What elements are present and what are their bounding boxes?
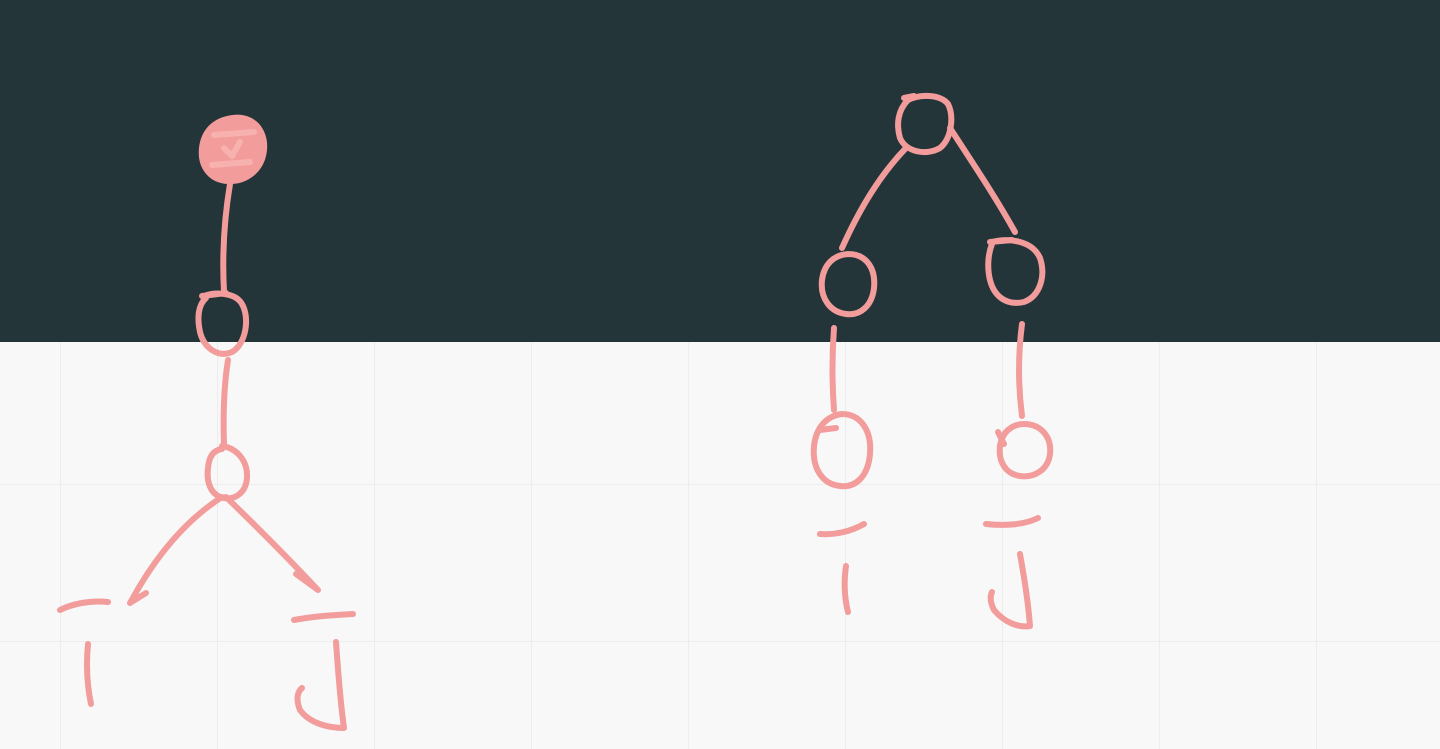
left-leaf-i-glyph: [57, 598, 111, 707]
right-edge-right-down: [1016, 321, 1025, 419]
right-right-child-node: [985, 237, 1046, 306]
left-edge-4: [223, 494, 321, 593]
left-root-scribble: [209, 129, 257, 168]
left-edge-1: [220, 181, 233, 295]
left-edge-2: [220, 357, 231, 448]
left-tree-sketch[interactable]: [57, 114, 356, 731]
right-leaf-i-glyph: [817, 521, 867, 615]
right-right-grandchild-node: [995, 421, 1054, 480]
left-edge-3: [127, 494, 225, 606]
left-node-2: [195, 290, 250, 357]
right-left-child-node: [818, 251, 878, 318]
right-left-grandchild-node: [810, 411, 874, 490]
right-edge-left: [839, 145, 909, 251]
right-edge-right: [947, 125, 1018, 235]
left-leaf-j-glyph: [291, 611, 356, 731]
right-root-node: [895, 92, 955, 156]
right-leaf-j-glyph: [983, 515, 1041, 630]
right-tree-sketch[interactable]: [810, 92, 1054, 630]
right-edge-left-down: [829, 325, 837, 413]
